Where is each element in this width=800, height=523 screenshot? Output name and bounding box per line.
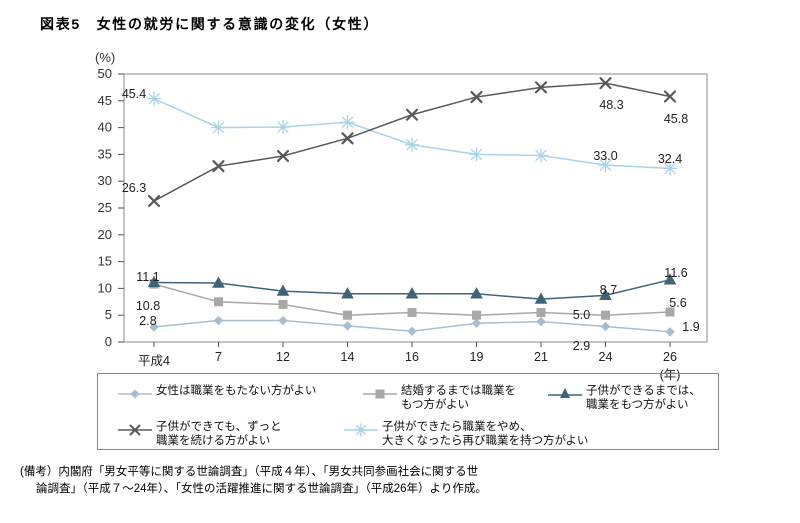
svg-text:25: 25 xyxy=(98,200,112,215)
svg-text:5: 5 xyxy=(105,307,112,322)
svg-text:10: 10 xyxy=(98,280,112,295)
svg-text:40: 40 xyxy=(98,120,112,135)
svg-text:15: 15 xyxy=(98,254,112,269)
svg-text:20: 20 xyxy=(98,227,112,242)
svg-text:0: 0 xyxy=(105,334,112,349)
svg-text:35: 35 xyxy=(98,146,112,161)
svg-text:45: 45 xyxy=(98,93,112,108)
svg-text:50: 50 xyxy=(98,66,112,81)
svg-text:30: 30 xyxy=(98,173,112,188)
